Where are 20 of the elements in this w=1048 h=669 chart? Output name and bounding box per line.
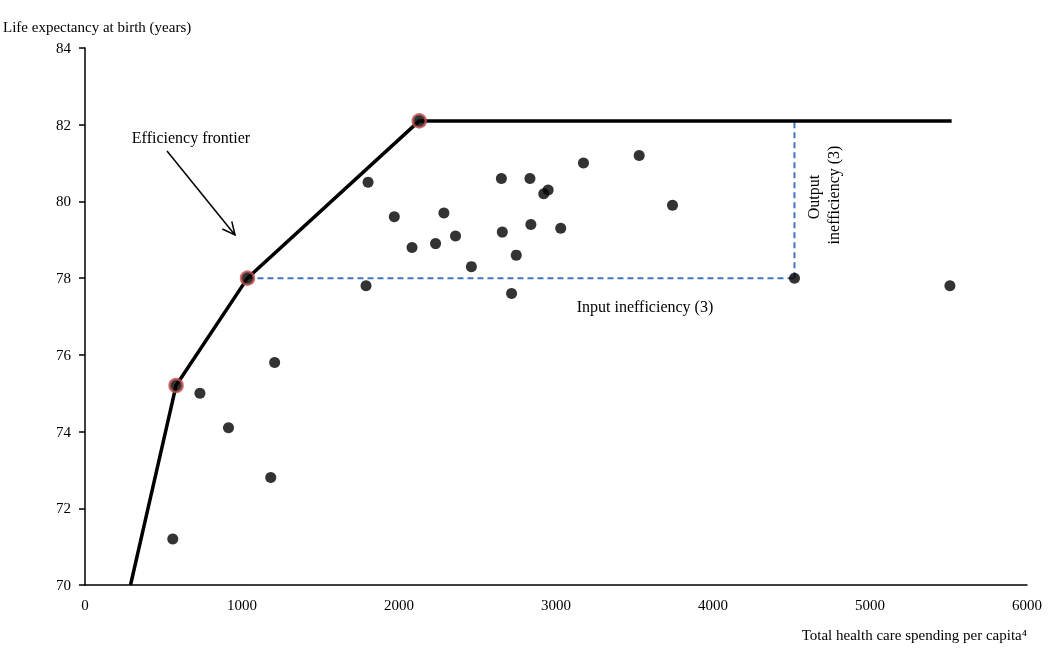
annotation: Output inefficiency (3) (804, 145, 843, 245)
x-tick-label: 6000 (1012, 596, 1042, 613)
x-tick-label: 3000 (541, 596, 571, 613)
y-tick-label: 72 (56, 500, 71, 517)
y-tick-label: 78 (56, 270, 71, 287)
y-tick-label: 74 (56, 423, 72, 440)
annotation: Input inefficiency (3) (576, 297, 714, 316)
x-tick-label: 2000 (384, 596, 414, 613)
x-tick-label: 4000 (698, 596, 728, 613)
x-tick-label: 5000 (855, 596, 885, 613)
y-tick-label: 84 (56, 40, 72, 56)
y-tick-label: 76 (56, 346, 72, 363)
x-tick-label: 1000 (227, 596, 257, 613)
y-axis-title: Life expectancy at birth (years) (3, 18, 192, 36)
y-tick-label: 70 (56, 577, 71, 593)
x-axis-title: Total health care spending per capita⁴ (801, 626, 1027, 643)
x-tick-label: 0 (81, 596, 89, 613)
y-tick-label: 82 (56, 116, 71, 133)
annotation: Efficiency frontier (131, 128, 251, 147)
y-tick-label: 80 (56, 193, 71, 210)
